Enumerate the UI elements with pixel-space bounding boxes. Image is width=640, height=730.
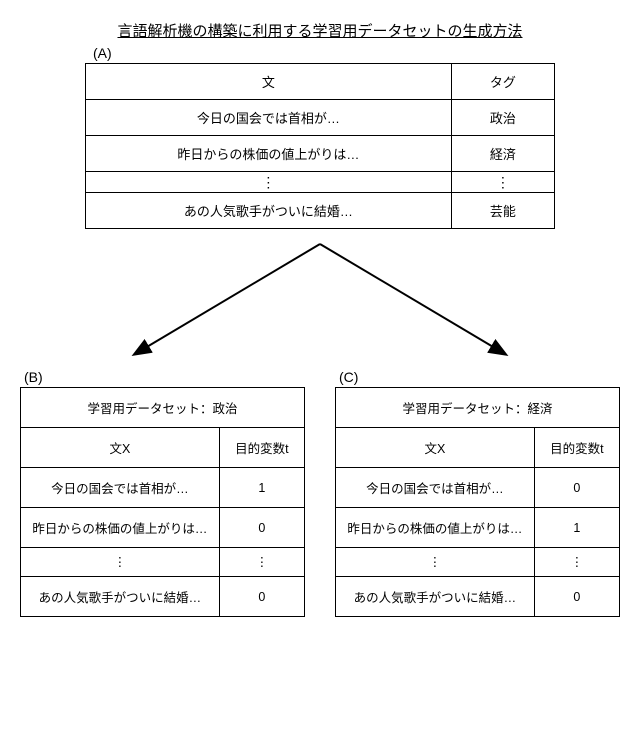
table-c-header-row: 文X 目的変数t [336, 428, 620, 468]
cell-vdots: ⋮ [336, 548, 535, 577]
arrow-right [320, 244, 505, 354]
cell-vdots: ⋮ [21, 548, 220, 577]
page-title: 言語解析機の構築に利用する学習用データセットの生成方法 [20, 20, 620, 41]
table-a-label: (A) [93, 45, 555, 61]
table-a: 文 タグ 今日の国会では首相が… 政治 昨日からの株価の値上がりは… 経済 ⋮ … [85, 63, 555, 229]
cell-x: 昨日からの株価の値上がりは… [21, 508, 220, 548]
table-b-title-row: 学習用データセット：政治 [21, 388, 305, 428]
table-a-header-sentence: 文 [86, 64, 452, 100]
cell-x: あの人気歌手がついに結婚… [336, 577, 535, 617]
cell-t: 1 [219, 468, 304, 508]
cell-vdots: ⋮ [534, 548, 619, 577]
cell-t: 0 [219, 508, 304, 548]
table-row: 昨日からの株価の値上がりは… 1 [336, 508, 620, 548]
table-c-title: 学習用データセット：経済 [336, 388, 620, 428]
table-b-title: 学習用データセット：政治 [21, 388, 305, 428]
cell-x: 今日の国会では首相が… [336, 468, 535, 508]
arrow-left [135, 244, 320, 354]
table-row: あの人気歌手がついに結婚… 0 [336, 577, 620, 617]
split-arrows-svg [20, 229, 620, 369]
table-row: 今日の国会では首相が… 0 [336, 468, 620, 508]
cell-sentence: あの人気歌手がついに結婚… [86, 193, 452, 229]
cell-vdots: ⋮ [86, 172, 452, 193]
table-b-label: (B) [24, 369, 305, 385]
cell-sentence: 昨日からの株価の値上がりは… [86, 136, 452, 172]
table-c-label: (C) [339, 369, 620, 385]
cell-t: 0 [534, 468, 619, 508]
cell-x: 昨日からの株価の値上がりは… [336, 508, 535, 548]
table-row-vdots: ⋮ ⋮ [336, 548, 620, 577]
table-a-header-row: 文 タグ [86, 64, 555, 100]
arrow-split-diagram [20, 229, 620, 369]
table-row: あの人気歌手がついに結婚… 芸能 [86, 193, 555, 229]
table-c-header-x: 文X [336, 428, 535, 468]
table-c-header-t: 目的変数t [534, 428, 619, 468]
cell-t: 0 [219, 577, 304, 617]
table-b-header-row: 文X 目的変数t [21, 428, 305, 468]
table-row: あの人気歌手がついに結婚… 0 [21, 577, 305, 617]
cell-vdots: ⋮ [219, 548, 304, 577]
cell-tag: 政治 [451, 100, 554, 136]
table-a-header-tag: タグ [451, 64, 554, 100]
cell-x: 今日の国会では首相が… [21, 468, 220, 508]
cell-tag: 芸能 [451, 193, 554, 229]
table-row: 昨日からの株価の値上がりは… 経済 [86, 136, 555, 172]
table-c-title-row: 学習用データセット：経済 [336, 388, 620, 428]
cell-vdots: ⋮ [451, 172, 554, 193]
cell-sentence: 今日の国会では首相が… [86, 100, 452, 136]
table-row: 今日の国会では首相が… 政治 [86, 100, 555, 136]
table-b: 学習用データセット：政治 文X 目的変数t 今日の国会では首相が… 1 昨日から… [20, 387, 305, 617]
table-row: 昨日からの株価の値上がりは… 0 [21, 508, 305, 548]
table-row: 今日の国会では首相が… 1 [21, 468, 305, 508]
table-b-header-x: 文X [21, 428, 220, 468]
cell-t: 0 [534, 577, 619, 617]
table-row-vdots: ⋮ ⋮ [21, 548, 305, 577]
table-c: 学習用データセット：経済 文X 目的変数t 今日の国会では首相が… 0 昨日から… [335, 387, 620, 617]
cell-x: あの人気歌手がついに結婚… [21, 577, 220, 617]
table-row-vdots: ⋮ ⋮ [86, 172, 555, 193]
cell-t: 1 [534, 508, 619, 548]
table-b-header-t: 目的変数t [219, 428, 304, 468]
cell-tag: 経済 [451, 136, 554, 172]
